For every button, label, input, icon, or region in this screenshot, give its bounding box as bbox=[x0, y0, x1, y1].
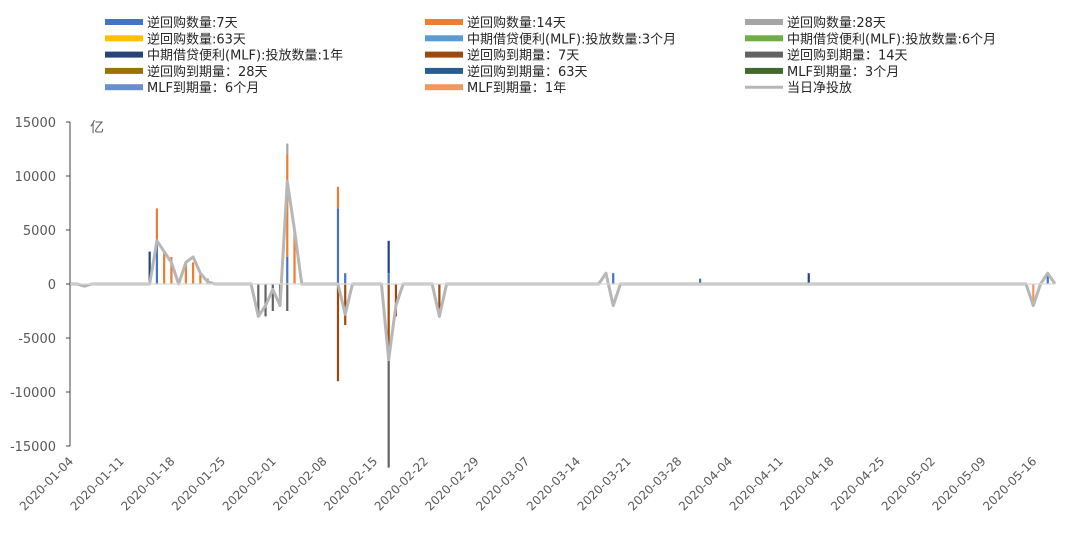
legend-label: 逆回购数量:63天 bbox=[147, 31, 246, 47]
bar bbox=[387, 273, 390, 284]
x-tick-label: 2020-05-16 bbox=[980, 454, 1039, 513]
bar bbox=[155, 240, 159, 284]
legend-label: 逆回购到期量：63天 bbox=[467, 64, 588, 80]
legend-label: MLF到期量：6个月 bbox=[147, 81, 259, 96]
legend-swatch bbox=[745, 51, 783, 58]
y-tick-label: -10000 bbox=[10, 386, 56, 401]
legend-swatch bbox=[425, 35, 463, 42]
bar bbox=[387, 240, 390, 274]
legend-label: 逆回购数量:28天 bbox=[787, 15, 886, 31]
legend-swatch bbox=[105, 84, 143, 91]
bar bbox=[612, 273, 615, 284]
y-tick-label: 15000 bbox=[15, 116, 56, 131]
legend-swatch bbox=[105, 67, 143, 74]
bar bbox=[286, 284, 289, 311]
legend-label: 逆回购到期量：14天 bbox=[787, 48, 908, 64]
legend-swatch bbox=[425, 84, 463, 91]
legend-label: MLF到期量：3个月 bbox=[787, 65, 899, 80]
legend-label: 逆回购到期量：28天 bbox=[147, 64, 268, 80]
legend-label: 中期借贷便利(MLF):投放数量:6个月 bbox=[787, 31, 996, 47]
legend-swatch bbox=[425, 51, 463, 58]
bar bbox=[293, 230, 296, 284]
bar bbox=[170, 257, 173, 284]
legend-label: 逆回购到期量：7天 bbox=[467, 48, 579, 64]
bar bbox=[257, 284, 260, 317]
bar bbox=[163, 251, 166, 284]
bar bbox=[271, 284, 274, 311]
bar bbox=[394, 284, 398, 317]
y-tick-label: 5000 bbox=[23, 224, 56, 239]
bar bbox=[155, 208, 159, 241]
plot-area bbox=[70, 143, 1057, 468]
axes: 150001000050000-5000-10000-150002020-01-… bbox=[10, 116, 1055, 513]
y-tick-label: 10000 bbox=[15, 170, 56, 185]
legend-swatch bbox=[745, 35, 783, 42]
bar bbox=[148, 251, 151, 284]
y-axis-label: 亿 bbox=[90, 120, 104, 136]
bar bbox=[184, 262, 187, 284]
bar bbox=[336, 208, 340, 284]
legend-label: 中期借贷便利(MLF):投放数量:3个月 bbox=[467, 31, 676, 47]
bar bbox=[264, 284, 267, 317]
legend-swatch bbox=[425, 19, 463, 25]
bar bbox=[344, 273, 347, 284]
bar bbox=[807, 273, 810, 284]
legend-label: 逆回购数量:14天 bbox=[467, 15, 566, 31]
bar bbox=[286, 257, 289, 284]
legend-swatch bbox=[105, 35, 143, 42]
bar bbox=[1046, 273, 1049, 284]
legend-swatch bbox=[425, 67, 463, 74]
y-tick-label: -15000 bbox=[10, 440, 56, 455]
bar bbox=[438, 284, 441, 317]
bar bbox=[387, 284, 390, 360]
y-tick-label: 0 bbox=[48, 278, 56, 293]
legend-label: 逆回购数量:7天 bbox=[147, 15, 238, 31]
bar bbox=[387, 359, 390, 468]
bar bbox=[1032, 284, 1035, 306]
legend-swatch bbox=[745, 67, 783, 74]
legend-label: MLF到期量：1年 bbox=[467, 81, 566, 96]
bar bbox=[336, 186, 340, 209]
legend-swatch bbox=[105, 19, 143, 25]
bar bbox=[286, 143, 289, 155]
legend-swatch bbox=[105, 51, 143, 58]
bar bbox=[192, 262, 195, 284]
bar bbox=[336, 284, 340, 382]
bar bbox=[699, 278, 702, 284]
legend-swatch bbox=[745, 19, 783, 25]
series-line-net-injection bbox=[70, 179, 1057, 362]
y-tick-label: -5000 bbox=[18, 332, 56, 347]
legend-label: 当日净投放 bbox=[787, 80, 852, 96]
bar bbox=[344, 284, 347, 326]
legend-label: 中期借贷便利(MLF):投放数量:1年 bbox=[147, 48, 343, 64]
bar bbox=[199, 273, 202, 284]
